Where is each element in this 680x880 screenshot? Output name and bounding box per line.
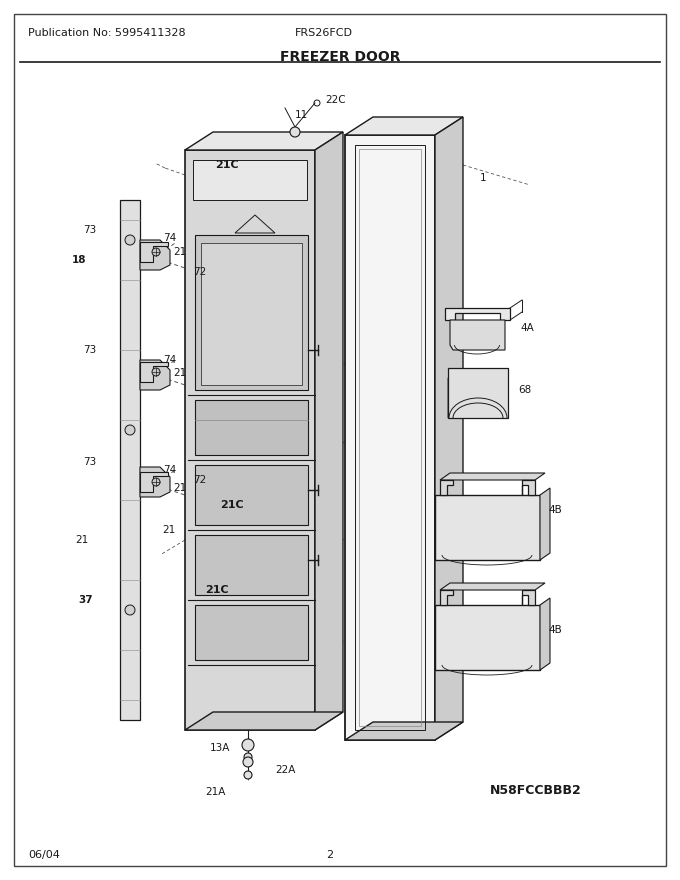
Polygon shape (345, 722, 463, 740)
Text: 13A: 13A (210, 743, 231, 753)
Text: 2: 2 (326, 850, 334, 860)
Text: 4A: 4A (520, 323, 534, 333)
Text: 72: 72 (193, 475, 206, 485)
Polygon shape (435, 117, 463, 740)
Text: FRS26FCD: FRS26FCD (295, 28, 353, 38)
Polygon shape (540, 488, 550, 560)
Text: FREEZER DOOR: FREEZER DOOR (279, 50, 401, 64)
Text: 21C: 21C (220, 500, 243, 510)
Circle shape (243, 757, 253, 767)
Text: 73: 73 (83, 457, 97, 467)
Text: 73: 73 (83, 225, 97, 235)
Text: 73: 73 (83, 345, 97, 355)
Circle shape (244, 753, 252, 761)
Circle shape (125, 425, 135, 435)
Text: 22C: 22C (325, 95, 345, 105)
Text: 21: 21 (173, 368, 186, 378)
Circle shape (242, 739, 254, 751)
Polygon shape (440, 480, 453, 495)
Polygon shape (540, 598, 550, 670)
Text: 11: 11 (295, 110, 308, 120)
Polygon shape (185, 712, 343, 730)
Text: 18: 18 (72, 255, 86, 265)
Text: N58FCCBBB2: N58FCCBBB2 (490, 783, 582, 796)
Circle shape (243, 740, 253, 750)
Polygon shape (140, 242, 168, 262)
Polygon shape (522, 480, 535, 495)
Polygon shape (345, 135, 435, 740)
Polygon shape (195, 235, 308, 390)
Polygon shape (315, 132, 343, 730)
Polygon shape (120, 200, 140, 720)
Polygon shape (140, 240, 170, 270)
Text: 21: 21 (173, 247, 186, 257)
Text: 4B: 4B (548, 505, 562, 515)
Polygon shape (440, 590, 453, 605)
Polygon shape (195, 605, 308, 660)
Circle shape (152, 478, 160, 486)
Polygon shape (140, 360, 170, 390)
Text: 22A: 22A (275, 765, 295, 775)
Text: 1: 1 (480, 173, 487, 183)
Polygon shape (140, 467, 170, 497)
Text: 21: 21 (162, 525, 175, 535)
Polygon shape (522, 590, 535, 605)
Polygon shape (445, 308, 510, 320)
Circle shape (152, 368, 160, 376)
Polygon shape (195, 400, 308, 455)
Polygon shape (235, 215, 275, 233)
Circle shape (152, 248, 160, 256)
Polygon shape (435, 605, 540, 670)
Polygon shape (448, 373, 456, 418)
Circle shape (125, 605, 135, 615)
Polygon shape (195, 465, 308, 525)
Text: 74: 74 (163, 233, 176, 243)
Polygon shape (195, 535, 308, 595)
Text: 21A: 21A (205, 787, 225, 797)
Text: 74: 74 (163, 465, 176, 475)
Text: 72: 72 (193, 267, 206, 277)
Polygon shape (440, 473, 545, 480)
Polygon shape (185, 150, 315, 730)
Polygon shape (140, 472, 168, 492)
Text: 06/04: 06/04 (28, 850, 60, 860)
Polygon shape (345, 117, 463, 135)
Circle shape (290, 127, 300, 137)
Polygon shape (435, 495, 540, 560)
Text: 68: 68 (518, 385, 531, 395)
Text: Publication No: 5995411328: Publication No: 5995411328 (28, 28, 186, 38)
Text: 37: 37 (78, 595, 92, 605)
Polygon shape (185, 132, 343, 150)
Text: 21: 21 (173, 483, 186, 493)
Text: 21C: 21C (205, 585, 228, 595)
Circle shape (244, 771, 252, 779)
Text: 21: 21 (75, 535, 88, 545)
Text: 21C: 21C (215, 160, 239, 170)
Polygon shape (193, 160, 307, 200)
Text: 74: 74 (163, 355, 176, 365)
Polygon shape (201, 243, 302, 385)
Polygon shape (440, 583, 545, 590)
Text: 4B: 4B (548, 625, 562, 635)
Polygon shape (448, 368, 508, 418)
Polygon shape (450, 320, 505, 350)
Circle shape (125, 235, 135, 245)
Polygon shape (140, 362, 168, 382)
